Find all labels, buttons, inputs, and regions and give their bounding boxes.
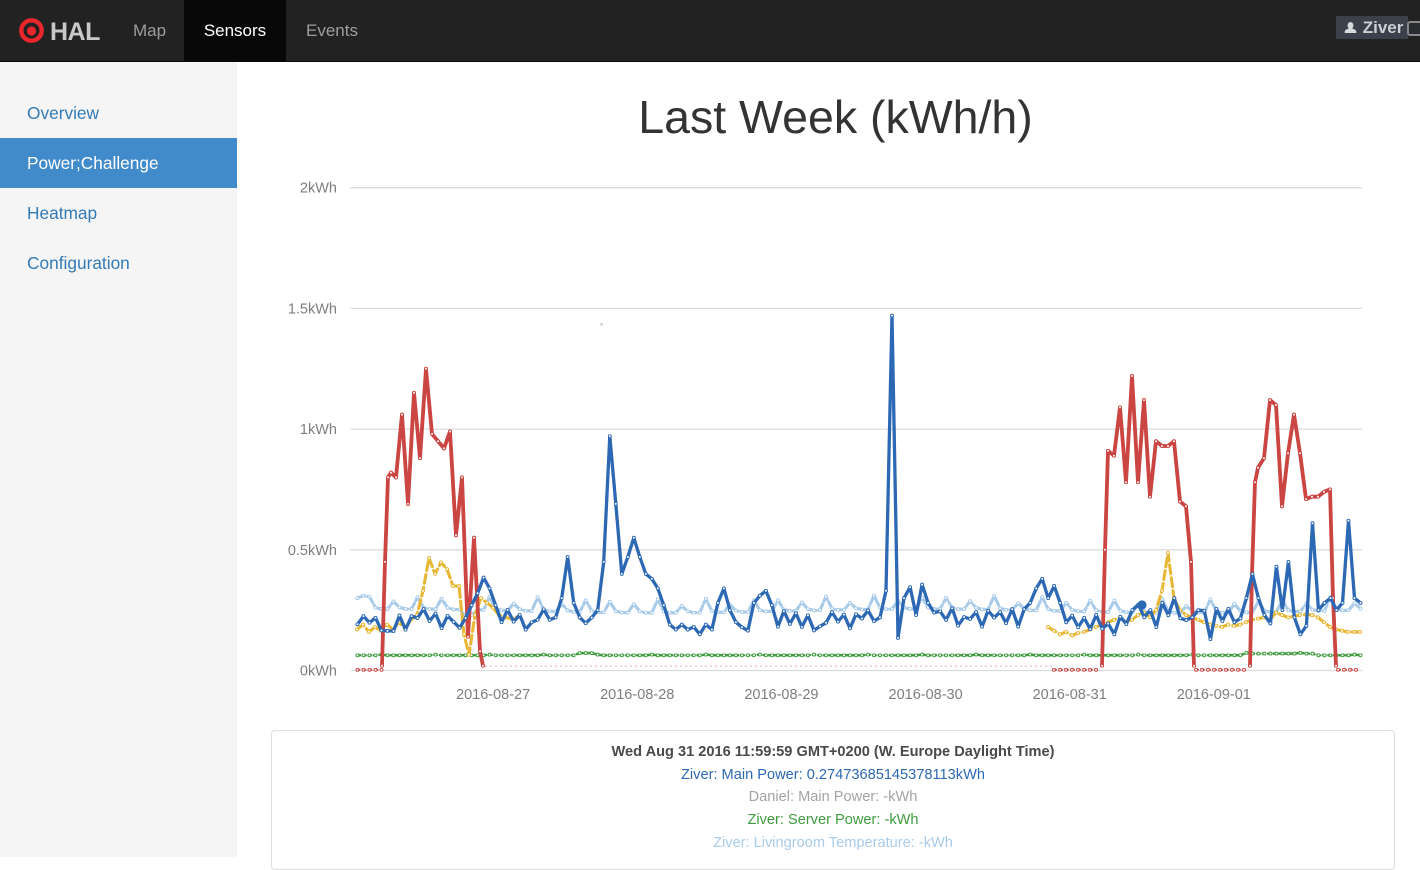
svg-text:1kWh: 1kWh (300, 422, 337, 438)
svg-text:2016-08-31: 2016-08-31 (1033, 687, 1107, 703)
svg-text:2016-08-30: 2016-08-30 (889, 687, 963, 703)
svg-text:2016-08-28: 2016-08-28 (600, 687, 674, 703)
svg-text:2016-09-01: 2016-09-01 (1177, 687, 1251, 703)
svg-text:0kWh: 0kWh (300, 664, 337, 680)
svg-text:2016-08-27: 2016-08-27 (456, 687, 530, 703)
svg-text:2kWh: 2kWh (300, 181, 337, 197)
svg-text:1.5kWh: 1.5kWh (288, 301, 337, 317)
svg-text:0.5kWh: 0.5kWh (288, 543, 337, 559)
svg-text:2016-08-29: 2016-08-29 (744, 687, 818, 703)
